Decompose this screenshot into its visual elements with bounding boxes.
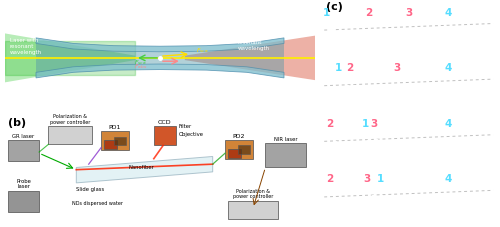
Text: 1: 1 (323, 7, 330, 17)
Text: 2: 2 (366, 7, 372, 17)
Polygon shape (185, 36, 315, 80)
Polygon shape (36, 64, 284, 78)
Text: NIR laser: NIR laser (274, 137, 297, 142)
Text: Polarization &
power controller: Polarization & power controller (50, 114, 90, 125)
Text: 4: 4 (444, 174, 452, 184)
Text: 1: 1 (376, 174, 384, 184)
Text: Objective: Objective (178, 132, 204, 137)
Text: 2 s: 2 s (476, 100, 490, 109)
Text: (a): (a) (8, 6, 26, 16)
Polygon shape (36, 43, 284, 72)
FancyBboxPatch shape (104, 140, 117, 149)
Polygon shape (36, 38, 284, 52)
Text: 4: 4 (444, 7, 452, 17)
Text: 0 s: 0 s (476, 44, 490, 53)
Text: Nanodiamond trapped
by gradient force: Nanodiamond trapped by gradient force (122, 4, 198, 17)
Polygon shape (76, 156, 212, 183)
Text: 2: 2 (346, 63, 354, 73)
Text: (c): (c) (326, 2, 343, 12)
Text: (b): (b) (8, 118, 26, 128)
Text: NDs dispersed water: NDs dispersed water (72, 200, 124, 205)
Text: CCD: CCD (158, 120, 172, 125)
Text: 4: 4 (444, 119, 452, 129)
Text: 3: 3 (370, 119, 378, 129)
Text: 1: 1 (362, 119, 369, 129)
Text: Probe
laser: Probe laser (16, 179, 31, 190)
Text: Nanofiber: Nanofiber (128, 165, 154, 170)
FancyBboxPatch shape (8, 191, 39, 212)
FancyBboxPatch shape (266, 143, 306, 168)
Text: Laser with non-
resonant
wavelength: Laser with non- resonant wavelength (238, 33, 280, 51)
FancyBboxPatch shape (154, 126, 176, 146)
Text: 2: 2 (326, 174, 333, 184)
FancyBboxPatch shape (225, 140, 253, 159)
FancyBboxPatch shape (228, 200, 278, 219)
Text: $F_{abs}$: $F_{abs}$ (134, 62, 147, 71)
Polygon shape (5, 33, 135, 82)
FancyBboxPatch shape (228, 149, 240, 158)
Text: Polarization &
power controller: Polarization & power controller (233, 189, 273, 199)
Text: 3: 3 (393, 63, 400, 73)
FancyBboxPatch shape (114, 137, 126, 146)
Text: GR laser: GR laser (12, 134, 34, 139)
FancyBboxPatch shape (48, 126, 92, 144)
FancyBboxPatch shape (101, 131, 129, 150)
Text: $F_{sca}$: $F_{sca}$ (196, 46, 208, 55)
Text: 1: 1 (334, 63, 342, 73)
Text: PD2: PD2 (233, 134, 245, 139)
Text: Slide glass: Slide glass (76, 187, 104, 192)
Text: 2: 2 (326, 119, 333, 129)
Text: 4 s: 4 s (476, 155, 490, 164)
Text: Laser with
resonant
wavelength: Laser with resonant wavelength (10, 38, 42, 55)
Text: PD1: PD1 (109, 125, 121, 130)
Text: 3: 3 (405, 7, 412, 17)
Text: $F_{sca}$: $F_{sca}$ (134, 58, 146, 67)
FancyBboxPatch shape (8, 140, 39, 161)
Text: 6 s: 6 s (476, 211, 490, 220)
Text: Nanofiber: Nanofiber (138, 81, 169, 86)
Text: 3: 3 (364, 174, 371, 184)
FancyBboxPatch shape (238, 146, 250, 154)
Text: Filter: Filter (178, 124, 192, 129)
Text: 4: 4 (444, 63, 452, 73)
